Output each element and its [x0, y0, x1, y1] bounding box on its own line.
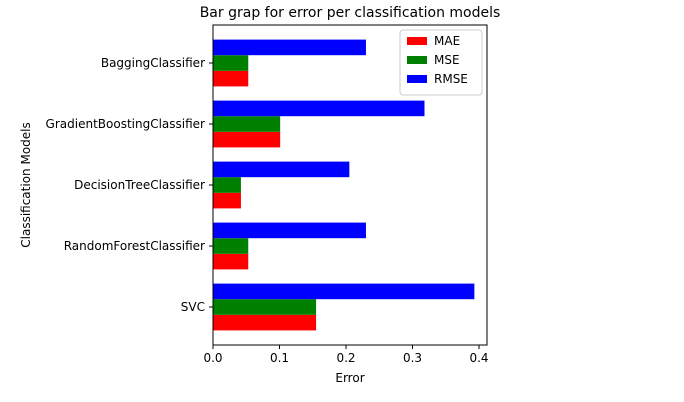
- bar-mse-baggingclassifier: [213, 55, 249, 71]
- legend-label-rmse: RMSE: [434, 72, 468, 86]
- legend: MAE MSE RMSE: [399, 29, 483, 96]
- bar-mse-randomforestclassifier: [213, 238, 249, 254]
- x-tick-label: 0.3: [403, 351, 422, 365]
- y-axis: SVC RandomForestClassifier DecisionTreeCla…: [46, 56, 213, 314]
- y-tick-label: GradientBoostingClassifier: [46, 117, 206, 131]
- bar-mae-gradientboostingclassifier: [213, 131, 281, 148]
- plot-frame: [212, 24, 488, 346]
- x-axis-label: Error: [335, 371, 364, 385]
- x-tick-label: 0.0: [203, 351, 222, 365]
- y-tick-label: BaggingClassifier: [101, 56, 205, 70]
- legend-swatch-mae: [407, 37, 427, 45]
- bar-rmse-svc: [213, 283, 475, 300]
- y-tick-label: RandomForestClassifier: [64, 239, 205, 253]
- bar-mse-svc: [213, 299, 317, 315]
- legend-swatch-mse: [407, 56, 427, 64]
- x-tick-label: 0.4: [469, 351, 488, 365]
- chart-title: Bar grap for error per classification mo…: [200, 5, 501, 21]
- bar-rmse-baggingclassifier: [213, 39, 366, 56]
- bar-mae-baggingclassifier: [213, 70, 249, 87]
- bar-rmse-decisiontreeclassifier: [213, 161, 350, 178]
- bar-mae-randomforestclassifier: [213, 253, 249, 270]
- legend-label-mse: MSE: [434, 53, 460, 67]
- bar-mse-gradientboostingclassifier: [213, 116, 281, 132]
- x-axis: 0.0 0.1 0.2 0.3 0.4: [203, 345, 489, 365]
- y-tick-label: SVC: [181, 300, 205, 314]
- x-tick-label: 0.2: [336, 351, 355, 365]
- bar-rmse-gradientboostingclassifier: [213, 100, 425, 117]
- y-axis-label: Classification Models: [19, 122, 33, 248]
- legend-swatch-rmse: [407, 75, 427, 83]
- bar-mse-decisiontreeclassifier: [213, 177, 241, 193]
- legend-label-mae: MAE: [434, 34, 460, 48]
- y-tick-label: DecisionTreeClassifier: [74, 178, 205, 192]
- bars-group: [213, 39, 475, 331]
- x-tick-label: 0.1: [270, 351, 289, 365]
- bar-mae-decisiontreeclassifier: [213, 192, 241, 209]
- bar-rmse-randomforestclassifier: [213, 222, 366, 239]
- bar-mae-svc: [213, 314, 317, 331]
